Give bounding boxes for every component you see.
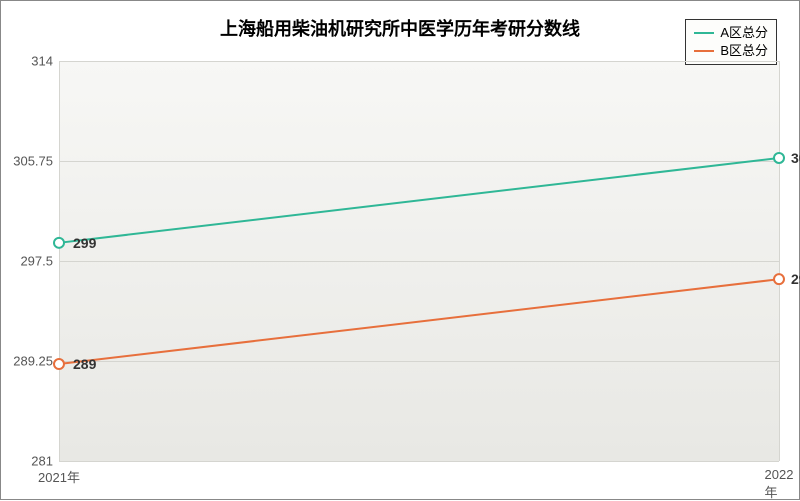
series-marker [54, 238, 64, 248]
point-label: 289 [69, 356, 100, 372]
point-label: 296 [787, 271, 800, 287]
series-marker [54, 359, 64, 369]
series-marker [774, 153, 784, 163]
chart-container: 上海船用柴油机研究所中医学历年考研分数线 A区总分 B区总分 281289.25… [0, 0, 800, 500]
series-line-0 [59, 158, 779, 243]
point-label: 306 [787, 150, 800, 166]
series-marker [774, 274, 784, 284]
series-line-1 [59, 279, 779, 364]
plot-area [1, 1, 800, 501]
point-label: 299 [69, 235, 100, 251]
